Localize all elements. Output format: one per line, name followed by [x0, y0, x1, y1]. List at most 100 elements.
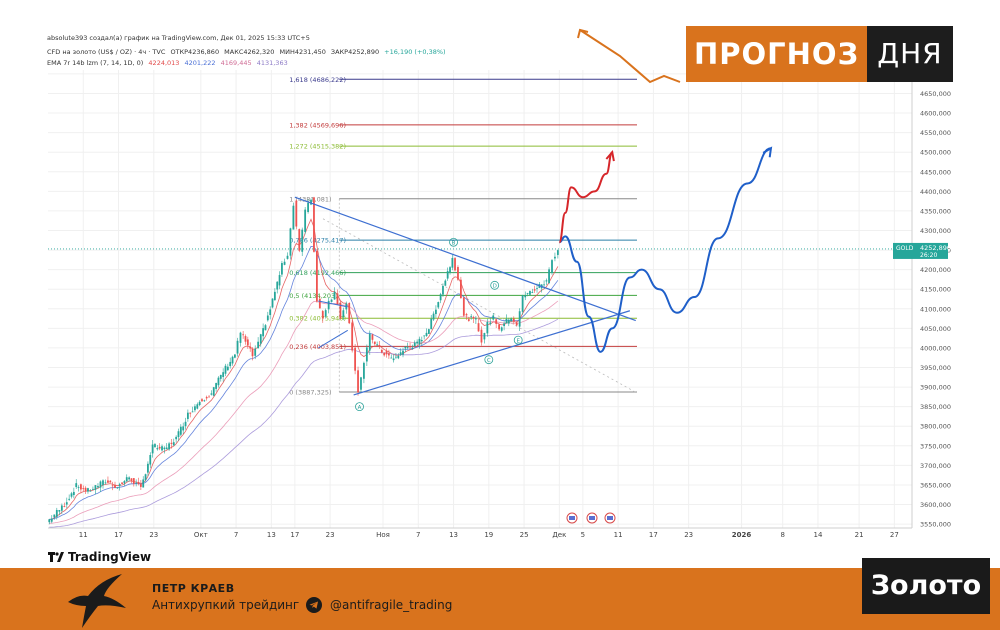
candle-body	[480, 329, 483, 343]
telegram-icon[interactable]	[306, 597, 322, 613]
x-tick-label: 19	[484, 531, 493, 539]
candle-body	[234, 354, 236, 358]
banner-forecast-word: ПРОГНОЗ	[686, 26, 868, 82]
candle-body	[236, 340, 239, 354]
x-tick-label: 2026	[732, 531, 752, 539]
forecast-blue-arrowhead	[762, 146, 773, 158]
y-tick-label: 4500,000	[920, 149, 951, 157]
candle-body	[92, 488, 94, 490]
candle-body	[68, 498, 71, 500]
candle-body	[254, 348, 257, 356]
candle-body	[147, 463, 149, 473]
candle-body	[470, 316, 473, 318]
y-tick-label: 4600,000	[920, 110, 951, 118]
candle-body	[121, 482, 123, 484]
candle-body	[427, 329, 430, 334]
candle-body	[376, 344, 379, 346]
candle-body	[48, 519, 51, 523]
candle-body	[276, 281, 279, 290]
candle-body	[351, 322, 354, 351]
candle-body	[226, 366, 229, 371]
candle-body	[217, 377, 220, 386]
candle-body	[543, 284, 545, 286]
candle-body	[327, 300, 330, 310]
x-tick-label: 5	[581, 531, 585, 539]
candle-body	[545, 280, 548, 282]
candle-body	[531, 292, 534, 293]
price-tag-timer: 26:20	[920, 252, 937, 259]
tradingview-logo[interactable]: TradingView	[48, 550, 151, 564]
fib-level-label: 1,382 (4569,696)	[289, 121, 346, 129]
candle-body	[368, 333, 371, 351]
candle-body	[175, 436, 178, 440]
candle-body	[339, 302, 342, 319]
candle-body	[507, 319, 510, 324]
x-tick-label: 7	[234, 531, 238, 539]
candle-body	[378, 345, 381, 347]
x-tick-label: 13	[449, 531, 458, 539]
candle-body	[371, 334, 374, 340]
x-tick-label: Дек	[552, 531, 566, 539]
candle-body	[465, 314, 468, 316]
candle-body	[333, 291, 336, 300]
candle-body	[170, 442, 173, 444]
wave-label: B	[452, 240, 456, 246]
tradingview-icon	[48, 552, 64, 562]
candle-body	[402, 350, 404, 355]
candle-body	[278, 275, 281, 286]
x-tick-label: 27	[890, 531, 899, 539]
ema-indicator-label[interactable]: EMA 7r 14b lzm (7, 14, 1D, 0)	[47, 59, 144, 67]
telegram-handle[interactable]: @antifragile_trading	[330, 598, 453, 612]
symbol-name[interactable]: CFD на золото (US$ / OZ) · 4ч · TVC	[47, 48, 166, 56]
candle-body	[418, 338, 421, 345]
candle-body	[239, 332, 242, 343]
wave-label: D	[493, 283, 497, 289]
x-tick-label: 23	[326, 531, 335, 539]
candle-body	[215, 383, 217, 389]
candle-body	[137, 482, 140, 484]
candle-body	[210, 393, 213, 395]
candle-body	[156, 448, 159, 450]
high-value: МАКС4262,320	[224, 48, 275, 56]
candle-body	[457, 267, 459, 280]
candle-body	[269, 309, 272, 315]
candle-body	[116, 487, 119, 489]
candle-body	[266, 315, 269, 321]
y-tick-label: 4450,000	[920, 168, 951, 176]
wave-label: C	[487, 358, 491, 364]
wave-label-circle	[484, 355, 494, 365]
candle-body	[437, 302, 440, 308]
y-tick-label: 4000,000	[920, 344, 951, 352]
candle-body	[198, 401, 201, 405]
candle-body	[172, 442, 175, 446]
low-value: МИН4231,450	[279, 48, 326, 56]
wave-label-circle	[513, 335, 523, 345]
fib-diagonal-line	[322, 218, 638, 394]
candle-body	[373, 341, 376, 345]
y-tick-label: 3750,000	[920, 442, 951, 450]
candle-body	[503, 323, 505, 327]
candle-body	[454, 258, 456, 271]
ema-value-3: 4169,445	[220, 59, 252, 67]
candle-body	[462, 297, 465, 316]
y-tick-label: 3850,000	[920, 403, 951, 411]
symbol-ohlc-line: CFD на золото (US$ / OZ) · 4ч · TVC ОТКР…	[47, 48, 449, 56]
candle-body	[321, 311, 324, 319]
candle-body	[55, 509, 58, 517]
candle-body	[383, 352, 386, 356]
fib-level-label: 0 (3887,325)	[289, 389, 331, 397]
candle-body	[515, 322, 518, 326]
event-icons	[566, 512, 616, 524]
economic-event-flag	[569, 516, 575, 520]
candle-body	[390, 357, 393, 359]
candle-body	[500, 327, 503, 331]
y-tick-label: 3800,000	[920, 423, 951, 431]
candle-body	[208, 396, 210, 398]
candle-body	[363, 362, 365, 379]
footer-bar	[0, 568, 1000, 630]
candle-body	[154, 444, 156, 448]
x-tick-label: Окт	[194, 531, 208, 539]
x-tick-label: 17	[649, 531, 658, 539]
candle-body	[385, 351, 388, 355]
